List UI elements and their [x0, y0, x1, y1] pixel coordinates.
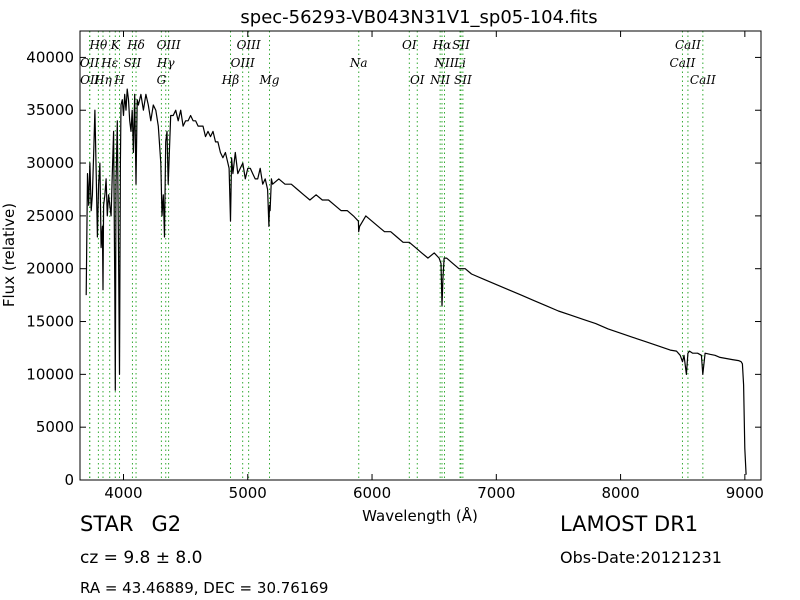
- y-tick-label: 30000: [26, 154, 74, 172]
- y-tick-label: 20000: [26, 260, 74, 278]
- line-label: Hε: [100, 56, 118, 70]
- chart-title: spec-56293-VB043N31V1_sp05-104.fits: [240, 7, 597, 28]
- line-label: K: [110, 38, 121, 52]
- x-axis-label: Wavelength (Å): [362, 506, 478, 525]
- y-tick-label: 10000: [26, 365, 74, 383]
- y-tick-label: 35000: [26, 101, 74, 119]
- line-label: SII: [452, 38, 470, 52]
- line-label: OIII: [231, 56, 255, 70]
- plot-frame: [79, 30, 762, 481]
- x-tick-label: 6000: [353, 484, 391, 502]
- line-label: OII: [80, 73, 100, 87]
- x-tick-label: 8000: [601, 484, 639, 502]
- line-label: OI: [402, 38, 417, 52]
- spectral-line-markers: [89, 31, 704, 480]
- line-label: Na: [349, 56, 368, 70]
- line-label: Hβ: [221, 73, 239, 87]
- line-label: OIII: [237, 38, 261, 52]
- obs-date-label: Obs-Date:20121231: [560, 548, 722, 567]
- line-label: CaII: [675, 38, 701, 52]
- line-label: SII: [454, 73, 472, 87]
- line-label: NII: [429, 73, 450, 87]
- line-label: G: [157, 73, 167, 87]
- line-label: Hη: [93, 73, 112, 87]
- spectrum-line: [85, 88, 747, 475]
- y-tick-label: 25000: [26, 207, 74, 225]
- line-label: Hθ: [89, 38, 108, 52]
- x-axis-ticks: 4000 5000 6000 7000 8000 9000: [104, 31, 764, 502]
- line-label: OIII: [157, 38, 181, 52]
- line-label: Hγ: [156, 56, 175, 70]
- x-tick-label: 7000: [477, 484, 515, 502]
- line-label: NII: [433, 56, 454, 70]
- y-tick-label: 5000: [36, 418, 74, 436]
- line-label: SII: [124, 56, 142, 70]
- redshift-label: cz = 9.8 ± 8.0: [80, 548, 203, 568]
- x-tick-label: 4000: [104, 484, 142, 502]
- x-tick-label: 9000: [726, 484, 764, 502]
- line-label: Hδ: [126, 38, 145, 52]
- y-axis-ticks: 0 5000 10000 15000 20000 25000 30000 35000 40000: [26, 48, 761, 489]
- y-tick-label: 0: [64, 471, 74, 489]
- line-label: OII: [80, 56, 100, 70]
- object-class: STAR G2: [80, 512, 181, 536]
- line-label: H: [113, 73, 125, 87]
- y-tick-label: 15000: [26, 313, 74, 331]
- class-label: STAR: [80, 512, 134, 536]
- y-axis-label: Flux (relative): [0, 203, 18, 307]
- survey-label: LAMOST DR1: [560, 512, 699, 536]
- subclass-label: G2: [151, 512, 182, 536]
- line-label: Hα: [432, 38, 452, 52]
- line-label: OI: [410, 73, 425, 87]
- line-label: Li: [453, 56, 466, 70]
- coordinates-label: RA = 43.46889, DEC = 30.76169: [80, 579, 329, 597]
- line-label: Mg: [259, 73, 280, 87]
- line-label: CaII: [690, 73, 716, 87]
- x-tick-label: 5000: [229, 484, 267, 502]
- y-tick-label: 40000: [26, 48, 74, 66]
- line-label: CaII: [670, 56, 696, 70]
